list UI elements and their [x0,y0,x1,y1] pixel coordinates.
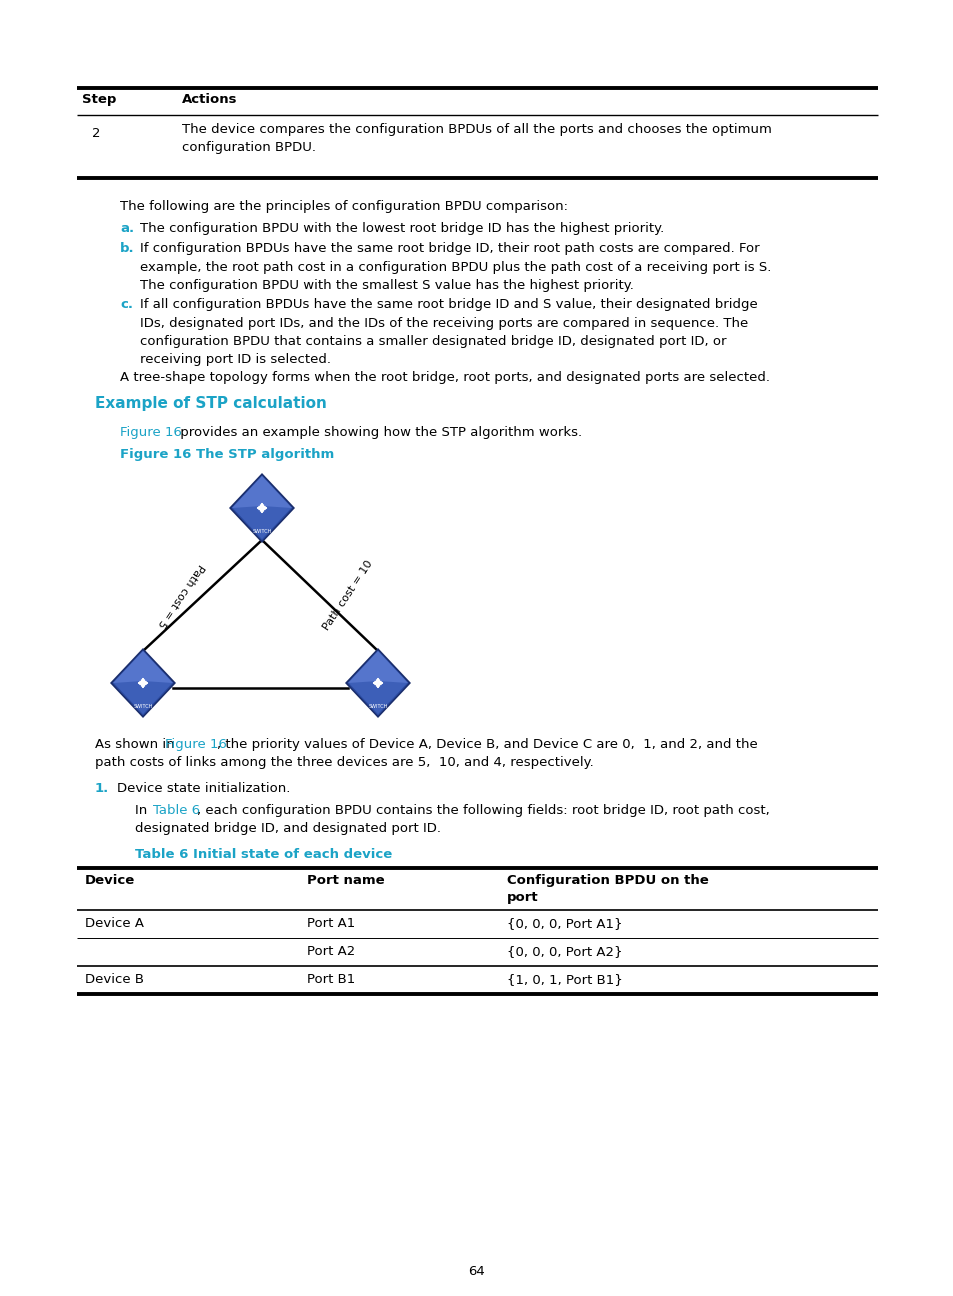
Text: Path cost = 10: Path cost = 10 [321,559,375,632]
Polygon shape [232,476,292,508]
Text: Port A2: Port A2 [307,945,355,958]
Text: If all configuration BPDUs have the same root bridge ID and S value, their desig: If all configuration BPDUs have the same… [140,298,757,367]
Text: provides an example showing how the STP algorithm works.: provides an example showing how the STP … [175,426,581,439]
Text: The device compares the configuration BPDUs of all the ports and chooses the opt: The device compares the configuration BP… [182,123,771,154]
Text: SWITCH: SWITCH [133,704,152,709]
Polygon shape [232,476,292,540]
Text: Figure 16: Figure 16 [165,737,227,750]
Text: In: In [135,804,152,816]
Text: {0, 0, 0, Port A2}: {0, 0, 0, Port A2} [506,945,622,958]
Text: Port B1: Port B1 [307,973,355,986]
Text: , the priority values of Device A, Device B, and Device C are 0,  1, and 2, and : , the priority values of Device A, Devic… [216,737,757,750]
Text: A tree-shape topology forms when the root bridge, root ports, and designated por: A tree-shape topology forms when the roo… [120,371,769,384]
Text: Actions: Actions [182,93,237,106]
Text: Device state initialization.: Device state initialization. [117,781,290,794]
Text: SWITCH: SWITCH [252,529,272,534]
Text: Step: Step [82,93,116,106]
Text: SWITCH: SWITCH [368,704,387,709]
Text: Figure 16 The STP algorithm: Figure 16 The STP algorithm [120,448,334,461]
Polygon shape [345,648,411,718]
Polygon shape [112,651,172,715]
Text: Port A1: Port A1 [307,918,355,931]
Text: {0, 0, 0, Port A1}: {0, 0, 0, Port A1} [506,918,622,931]
Text: If configuration BPDUs have the same root bridge ID, their root path costs are c: If configuration BPDUs have the same roo… [140,242,771,292]
Text: As shown in: As shown in [95,737,179,750]
Text: {1, 0, 1, Port B1}: {1, 0, 1, Port B1} [506,973,622,986]
Text: Device: Device [85,874,135,886]
Text: path costs of links among the three devices are 5,  10, and 4, respectively.: path costs of links among the three devi… [95,756,593,769]
Text: Table 6 Initial state of each device: Table 6 Initial state of each device [135,848,392,861]
Text: Device B: Device B [85,973,144,986]
Text: 1.: 1. [95,781,110,794]
Text: 64: 64 [468,1265,485,1278]
Text: b.: b. [120,242,134,255]
Polygon shape [348,651,408,715]
Text: c.: c. [120,298,132,311]
Text: Device A: Device A [85,918,144,931]
Text: 2: 2 [91,127,100,140]
Polygon shape [229,473,294,543]
Text: Port name: Port name [307,874,384,886]
Polygon shape [110,648,175,718]
Polygon shape [348,651,408,683]
Text: Table 6: Table 6 [152,804,200,816]
Text: a.: a. [120,222,134,235]
Text: The configuration BPDU with the lowest root bridge ID has the highest priority.: The configuration BPDU with the lowest r… [140,222,663,235]
Text: Configuration BPDU on the
port: Configuration BPDU on the port [506,874,708,905]
Text: Path cost = 5: Path cost = 5 [155,562,205,629]
Text: , each configuration BPDU contains the following fields: root bridge ID, root pa: , each configuration BPDU contains the f… [196,804,769,816]
Text: The following are the principles of configuration BPDU comparison:: The following are the principles of conf… [120,200,567,213]
Text: Example of STP calculation: Example of STP calculation [95,397,327,411]
Text: designated bridge ID, and designated port ID.: designated bridge ID, and designated por… [135,822,440,835]
Polygon shape [112,651,172,683]
Text: Figure 16: Figure 16 [120,426,182,439]
